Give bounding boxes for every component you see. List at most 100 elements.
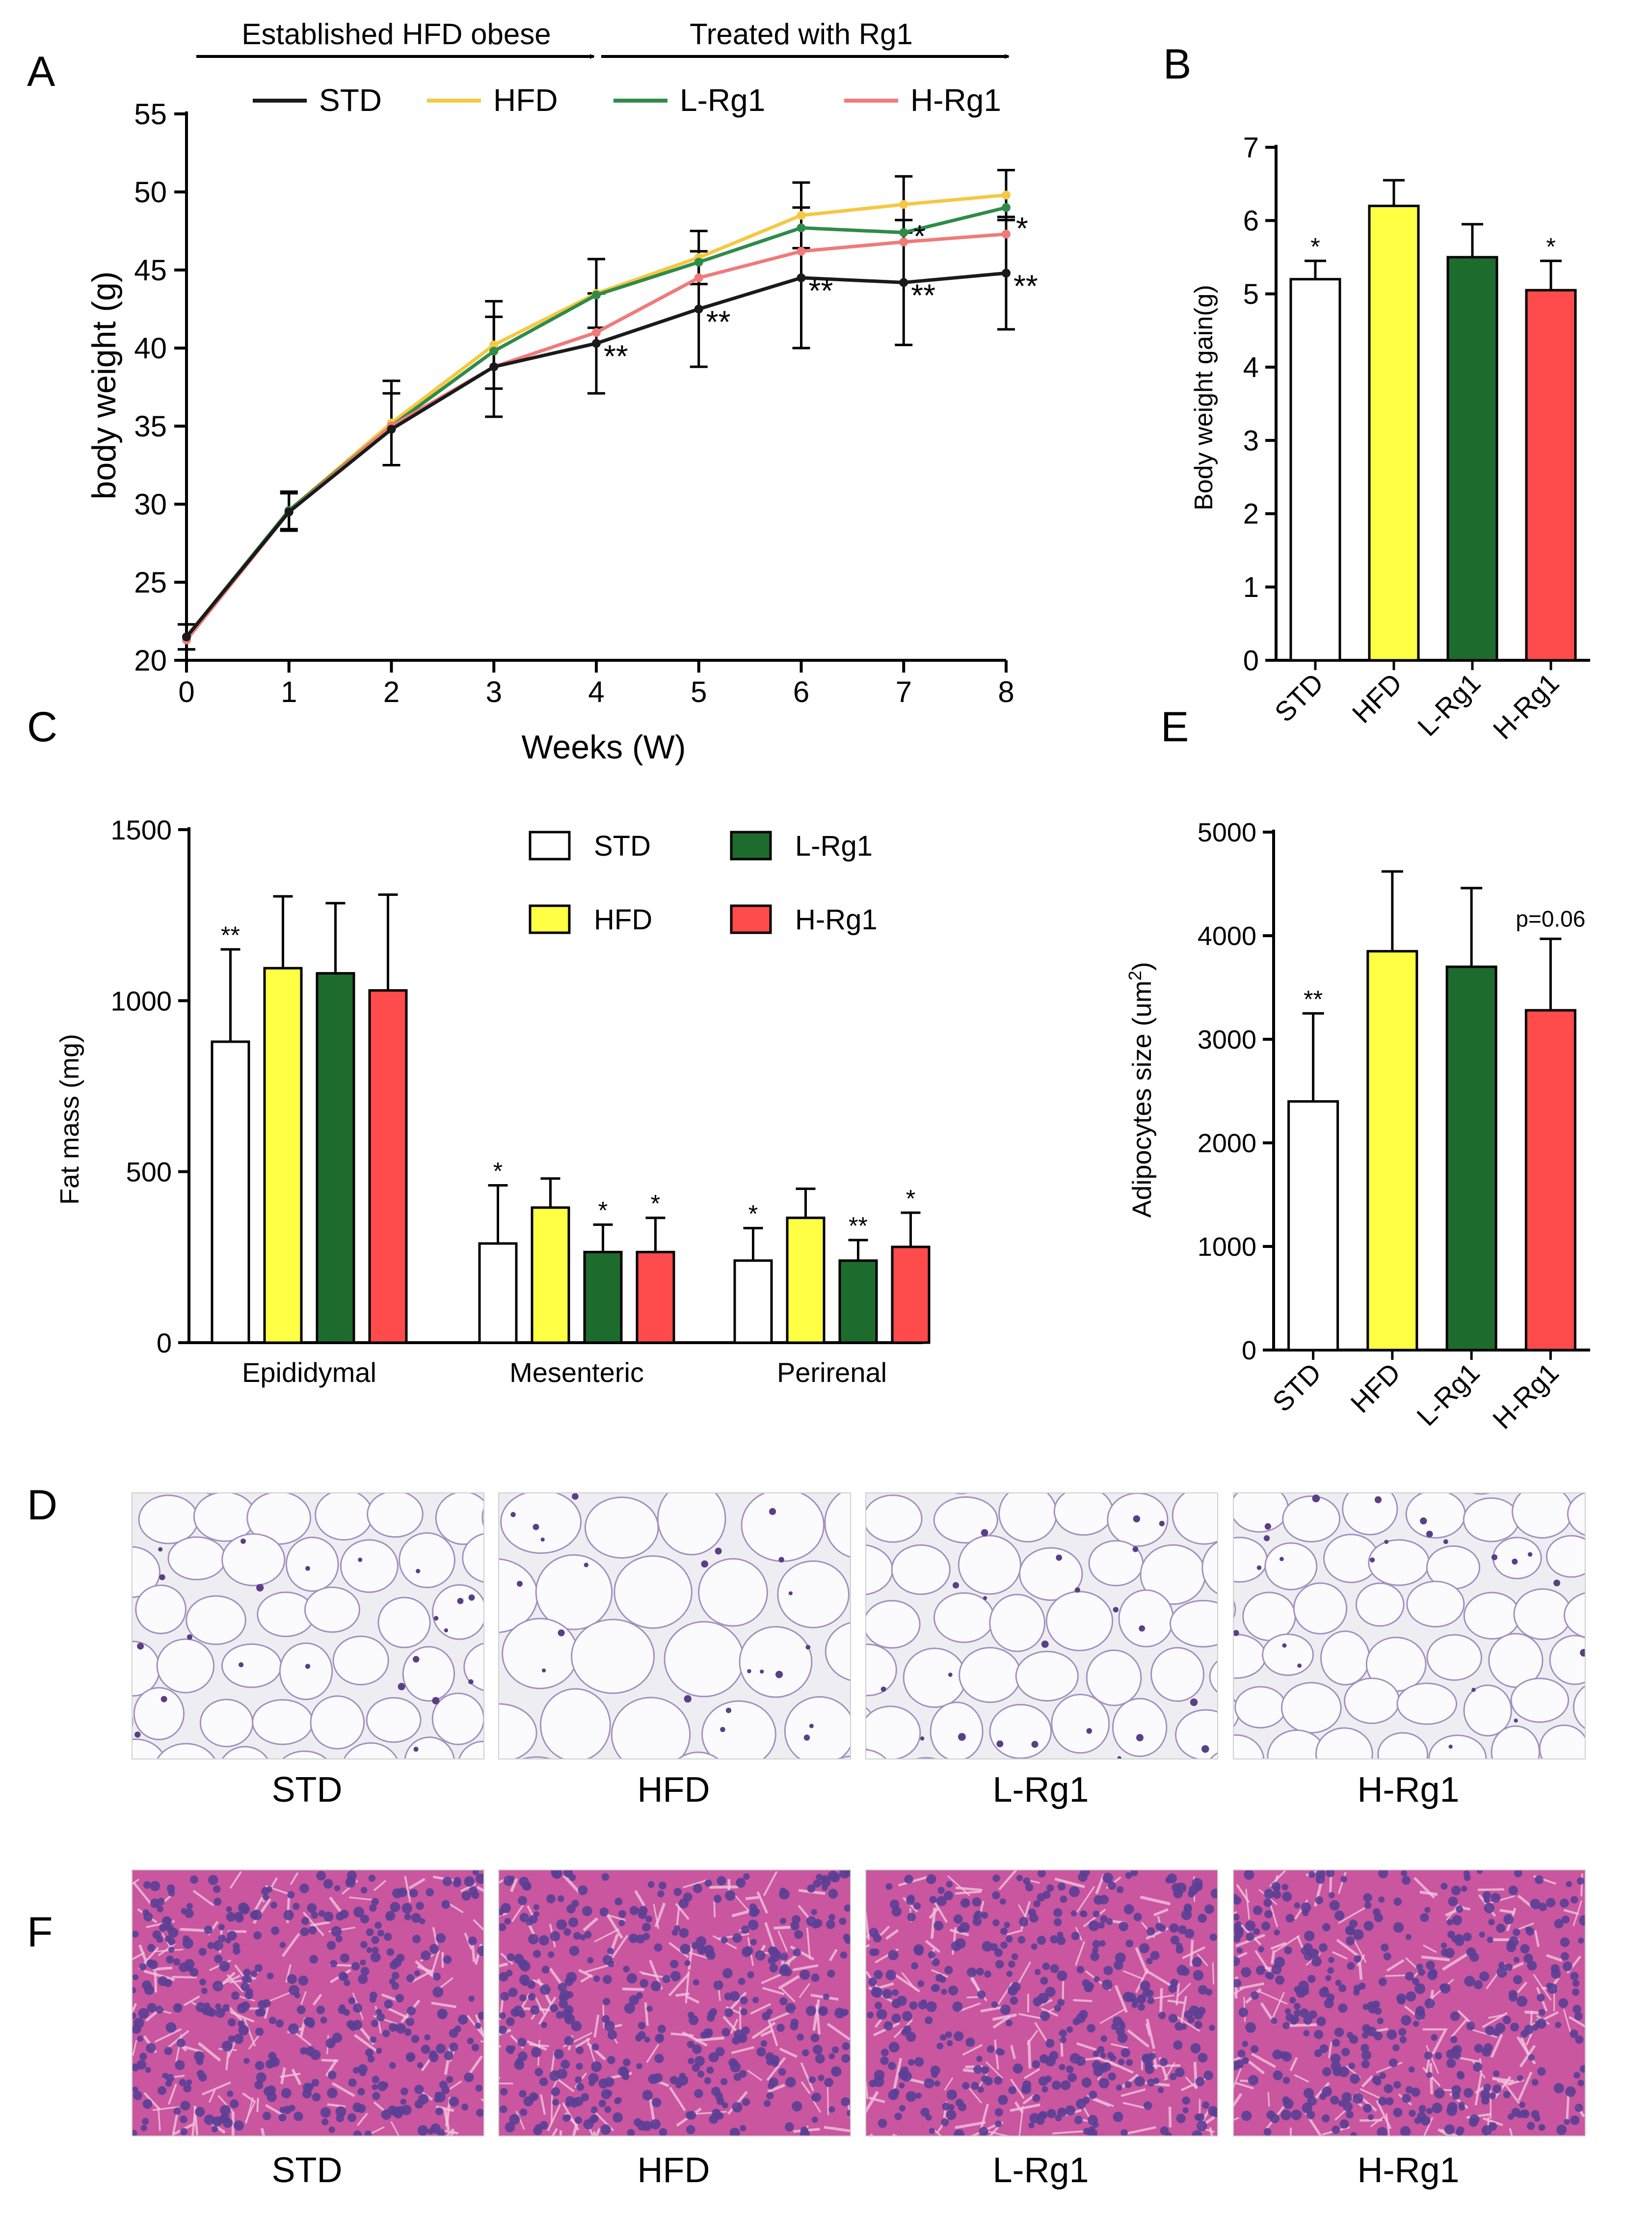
y-tick-label-B: 3 [1243,425,1259,457]
significance-marker: * [1016,211,1028,246]
body-weight-line-chart: Established HFD obese Treated with Rg1 S… [85,18,1038,766]
data-point-std [387,425,396,434]
y-tick-label-A: 25 [134,566,167,599]
y-tick-label-A: 50 [134,176,167,209]
significance-marker: ** [809,273,833,308]
category-label-l-rg1: L-Rg1 [1411,1357,1485,1432]
y-tick-label-E: 4000 [1198,921,1256,951]
x-axis-title-A: Weeks (W) [522,729,686,766]
bar-hfd [1366,950,1418,1352]
micrograph-adipose-l-rg1 [865,1492,1218,1759]
data-point-std [489,362,499,372]
micrograph-liver-h-rg1 [1233,1869,1586,2136]
legend-swatch-hfd [529,904,571,934]
data-point-h-rg1 [899,237,908,246]
significance-marker: * [598,1197,608,1224]
significance-marker: ** [604,338,628,374]
caption-F-l-rg1: L-Rg1 [992,2151,1089,2190]
adipocyte-size-bar-chart: 0 1000 2000 3000 4000 5000 STD ** HFD L-Rg1 H-Rg1 p… [1125,818,1590,1435]
data-point-hfd [1002,190,1011,200]
legend-label-std: STD [319,82,382,118]
category-label-epididymal: Epididymal [242,1357,376,1388]
caption-F-hfd: HFD [638,2151,710,2190]
bar-epididymal-std [211,1040,250,1344]
bar-epididymal-hfd [263,967,303,1344]
x-tick-label-A: 2 [383,676,400,708]
y-tick-label-E: 3000 [1198,1025,1256,1054]
data-point-std [899,278,908,287]
y-tick-label-C: 0 [157,1327,172,1358]
y-tick-label-E: 5000 [1198,818,1256,847]
category-label-std: STD [1269,667,1330,728]
y-tick-label-B: 4 [1243,351,1259,383]
y-tick-label-B: 1 [1243,571,1259,603]
bar-hfd [1368,204,1420,662]
caption-D-std: STD [272,1770,343,1810]
data-point-hfd [489,340,499,350]
y-tick-label-A: 20 [134,644,167,677]
data-point-l-rg1 [1002,203,1011,212]
category-label-h-rg1: H-Rg1 [1487,1357,1565,1435]
caption-D-h-rg1: H-Rg1 [1357,1770,1459,1810]
category-label-mesenteric: Mesenteric [509,1357,644,1388]
y-tick-label-B: 7 [1243,132,1259,163]
data-point-h-rg1 [797,246,806,256]
x-tick-label-A: 7 [896,676,912,708]
bar-std [1287,1100,1339,1352]
y-tick-label-A: 35 [134,410,167,443]
bar-std [1289,278,1341,662]
caption-F-std: STD [272,2151,343,2190]
significance-marker: * [1546,233,1555,260]
y-axis-title-B: Body weight gain(g) [1190,285,1218,511]
category-label-h-rg1: H-Rg1 [1487,667,1565,745]
significance-marker: ** [706,304,731,340]
data-point-l-rg1 [489,347,499,356]
y-tick-label-A: 45 [134,254,167,287]
data-point-std [797,273,806,282]
micrograph-adipose-std [132,1492,484,1759]
category-label-std: STD [1266,1357,1327,1418]
x-tick-label-A: 4 [588,676,604,708]
data-point-std [1002,269,1011,278]
legend-swatch-h-rg1 [730,904,772,934]
data-point-std [284,507,293,516]
panel-label-F: F [27,1909,53,1956]
significance-marker: p=0.06 [1516,906,1585,931]
legend-C: STD HFD L-Rg1 H-Rg1 [529,830,878,936]
data-point-hfd [797,211,806,220]
micrograph-liver-hfd [498,1869,851,2136]
data-point-l-rg1 [797,223,806,233]
y-tick-label-E: 0 [1242,1336,1256,1365]
y-tick-label-C: 500 [126,1157,172,1188]
category-label-hfd: HFD [1346,667,1408,729]
bar-perirenal-h-rg1 [891,1245,931,1344]
data-point-l-rg1 [694,258,703,267]
data-point-l-rg1 [899,228,908,237]
bar-epididymal-l-rg1 [316,972,355,1344]
category-label-hfd: HFD [1344,1357,1406,1419]
body-weight-gain-bar-chart: 0 1 2 3 4 5 6 7 STD * HFD L-Rg1 H-Rg1 * Body weight g… [1190,132,1590,745]
y-tick-label-C: 1000 [110,985,172,1016]
caption-D-hfd: HFD [638,1770,710,1810]
panel-label-C: C [27,703,57,751]
bar-epididymal-h-rg1 [368,989,408,1344]
legend-label-hfd: HFD [594,904,652,936]
legend-label-h-rg1: H-Rg1 [910,82,1001,118]
significance-marker: ** [1304,985,1323,1013]
panel-label-E: E [1161,703,1189,751]
data-point-hfd [899,200,908,209]
legend-swatch-std [529,831,571,861]
legend-label-hfd: HFD [493,82,558,118]
bar-perirenal-std [733,1259,773,1344]
significance-marker: * [493,1158,503,1185]
data-point-h-rg1 [592,328,601,337]
bar-perirenal-hfd [786,1217,826,1344]
significance-marker: ** [1013,268,1038,303]
legend-A: STD HFD L-Rg1 H-Rg1 [253,82,1001,118]
bar-h-rg1 [1525,289,1577,662]
bar-mesenteric-h-rg1 [636,1250,675,1344]
x-tick-label-A: 0 [178,676,194,708]
data-point-std [182,632,191,642]
y-tick-label-A: 30 [134,488,167,521]
